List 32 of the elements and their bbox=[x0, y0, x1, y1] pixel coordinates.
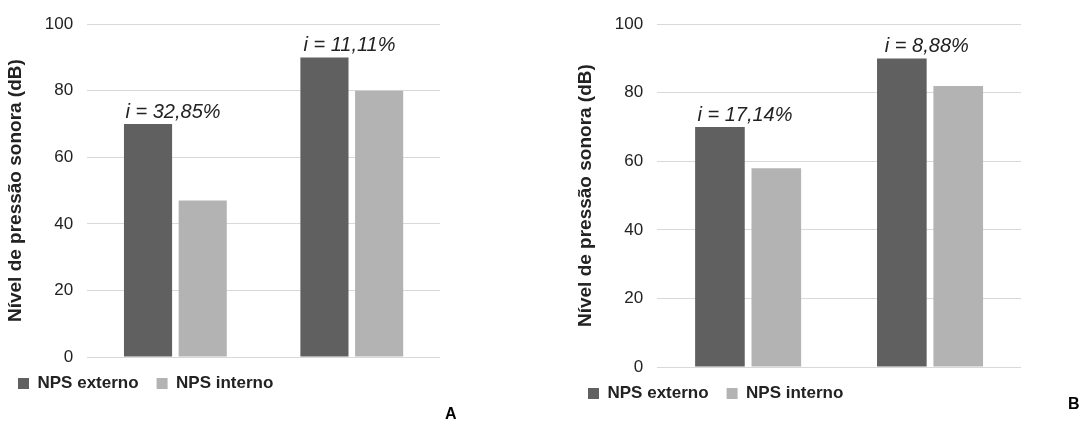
y-tick-label: 80 bbox=[624, 82, 644, 102]
annotation: i = 11,11% bbox=[303, 33, 396, 56]
bar bbox=[123, 124, 173, 357]
y-tick-label: 100 bbox=[44, 13, 74, 33]
legend-label: NPS interno bbox=[176, 373, 274, 393]
annotation: i = 17,14% bbox=[697, 102, 793, 125]
bar bbox=[877, 58, 927, 367]
bar bbox=[751, 168, 802, 367]
text: A bbox=[445, 405, 457, 423]
annotation: i = 8,88% bbox=[884, 34, 969, 57]
y-axis-title: Nível de pressão sonora (dB) bbox=[573, 64, 595, 328]
y-tick-label: 60 bbox=[624, 151, 644, 171]
legend-label: NPS externo bbox=[37, 373, 139, 393]
bar bbox=[178, 200, 227, 357]
y-tick-label: 0 bbox=[63, 346, 74, 366]
legend-label: NPS interno bbox=[746, 383, 844, 403]
y-tick-label: 20 bbox=[54, 280, 74, 300]
y-tick-label: 40 bbox=[54, 213, 74, 233]
y-tick-label: 60 bbox=[54, 147, 74, 167]
y-tick-label: 0 bbox=[633, 356, 644, 376]
bar bbox=[695, 127, 745, 367]
y-tick-label: 20 bbox=[624, 288, 644, 308]
text: B bbox=[1068, 395, 1080, 413]
annotation: i = 32,85% bbox=[125, 99, 221, 122]
y-axis-title: Nível de pressão sonora (dB) bbox=[3, 59, 25, 323]
y-tick-label: 100 bbox=[614, 13, 644, 33]
bar bbox=[300, 57, 349, 357]
y-tick-label: 80 bbox=[54, 80, 74, 100]
bar bbox=[933, 85, 984, 367]
legend-label: NPS externo bbox=[607, 383, 709, 403]
bar bbox=[355, 90, 404, 357]
y-tick-label: 40 bbox=[624, 219, 644, 239]
